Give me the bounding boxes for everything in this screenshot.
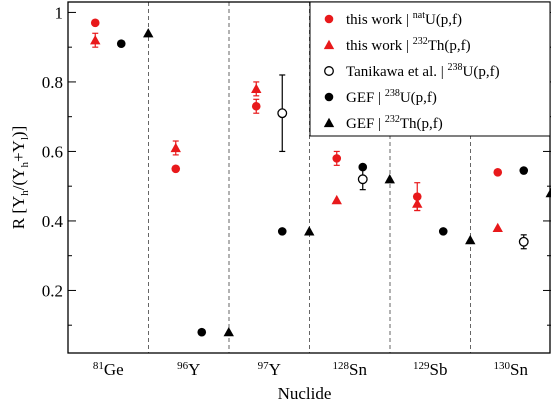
data-point bbox=[170, 142, 181, 153]
x-tick-label: 128Sn bbox=[333, 360, 368, 379]
data-point bbox=[332, 154, 342, 163]
data-point bbox=[465, 234, 476, 245]
data-point bbox=[304, 226, 315, 236]
data-point bbox=[223, 326, 234, 337]
y-tick-label: 0.6 bbox=[42, 142, 63, 161]
y-tick-label: 0.8 bbox=[42, 73, 63, 92]
x-tick-label: 97Y bbox=[258, 360, 281, 379]
legend-marker bbox=[324, 66, 334, 76]
y-axis-title: R [Yh/(Yh+Yl)] bbox=[9, 126, 31, 229]
data-point bbox=[197, 327, 207, 337]
y-tick-label: 0.2 bbox=[42, 281, 63, 300]
x-tick-label: 96Y bbox=[177, 360, 200, 379]
data-point bbox=[277, 108, 288, 119]
data-point bbox=[492, 222, 503, 233]
legend-marker bbox=[323, 117, 335, 128]
data-point bbox=[438, 227, 448, 236]
legend-label: Tanikawa et al. | 238U(p,f) bbox=[346, 62, 500, 80]
data-point bbox=[90, 35, 101, 45]
series-2 bbox=[90, 32, 503, 233]
plot-frame bbox=[67, 1, 551, 354]
data-point bbox=[90, 18, 100, 28]
series-4 bbox=[116, 39, 529, 337]
legend-label: this work | 232Th(p,f) bbox=[346, 36, 471, 54]
y-tick-label: 0.4 bbox=[42, 212, 64, 231]
y-tick-label: 1 bbox=[55, 3, 64, 22]
legend-marker bbox=[323, 39, 335, 50]
legend-marker bbox=[324, 92, 334, 102]
data-point bbox=[143, 28, 154, 38]
legend-item: GEF | 238U(p,f) bbox=[324, 88, 437, 106]
legend-item: this work | natU(p,f) bbox=[324, 10, 462, 28]
data-point bbox=[412, 198, 423, 208]
data-point bbox=[251, 101, 261, 111]
legend-item: GEF | 232Th(p,f) bbox=[323, 114, 443, 132]
x-tick-label: 129Sb bbox=[413, 360, 447, 379]
x-tick-label: 130Sn bbox=[494, 360, 529, 379]
legend-label: GEF | 232Th(p,f) bbox=[346, 114, 443, 132]
legend-label: GEF | 238U(p,f) bbox=[346, 88, 437, 106]
data-point bbox=[357, 174, 368, 185]
legend: this work | natU(p,f) this work | 232Th(p… bbox=[309, 1, 551, 137]
data-point bbox=[518, 236, 529, 247]
legend-box bbox=[309, 1, 551, 137]
data-point bbox=[171, 164, 181, 174]
data-point bbox=[116, 39, 126, 49]
data-point bbox=[358, 162, 368, 172]
data-point bbox=[384, 174, 395, 184]
legend-item: this work | 232Th(p,f) bbox=[323, 36, 471, 54]
series-3 bbox=[277, 74, 529, 250]
data-point bbox=[331, 194, 342, 205]
data-point bbox=[251, 83, 262, 94]
x-axis-title: Nuclide bbox=[278, 384, 332, 402]
data-point bbox=[493, 167, 503, 177]
legend-item: Tanikawa et al. | 238U(p,f) bbox=[324, 62, 500, 80]
x-tick-label: 81Ge bbox=[93, 360, 124, 379]
data-point bbox=[277, 227, 287, 236]
legend-label: this work | natU(p,f) bbox=[346, 10, 462, 28]
legend-marker bbox=[324, 14, 334, 24]
data-point bbox=[519, 166, 529, 175]
